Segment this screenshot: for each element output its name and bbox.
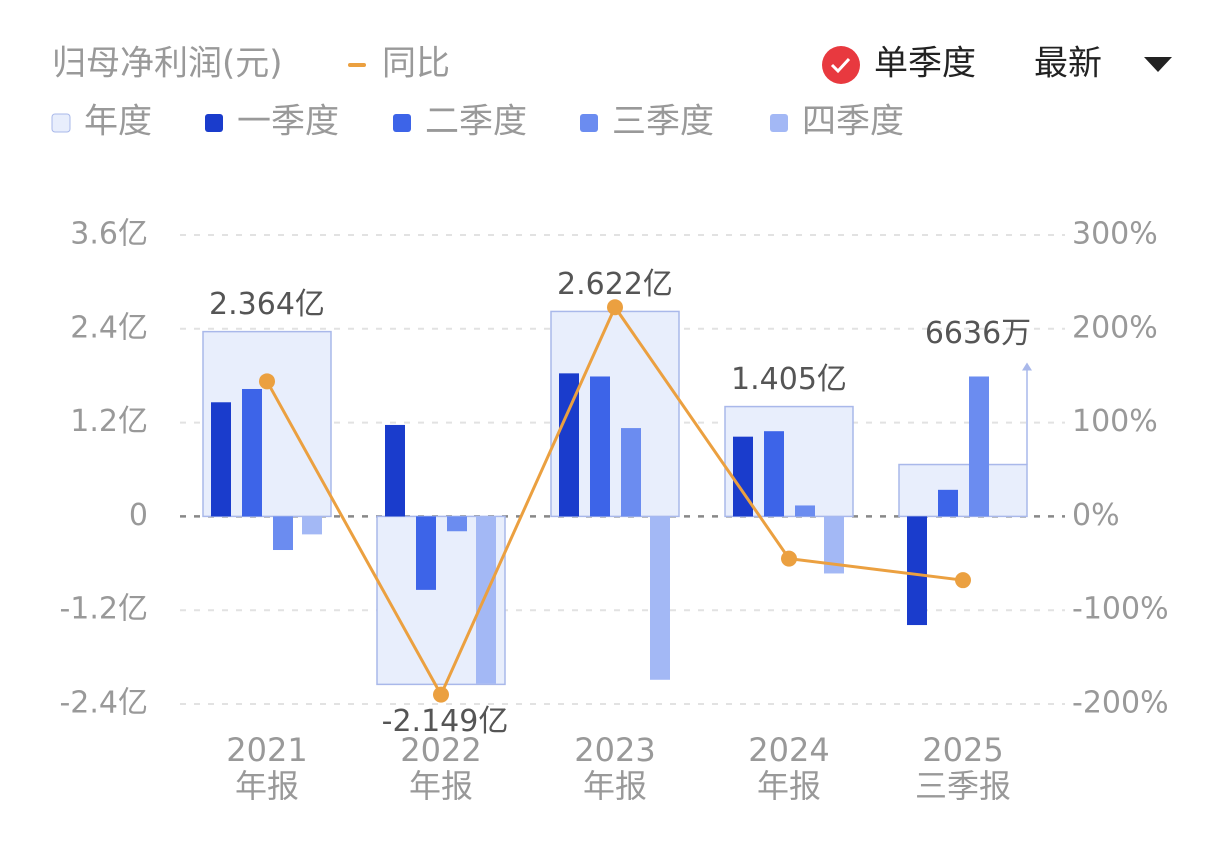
annual-box xyxy=(898,463,1028,518)
quarter-bar xyxy=(302,516,322,535)
x-tick-label: 年报 xyxy=(583,767,647,805)
label-arrow-head xyxy=(1022,362,1032,371)
y2-tick-label: -100% xyxy=(1072,592,1169,627)
value-label: 2.364亿 xyxy=(209,287,325,322)
quarter-bar xyxy=(938,489,958,517)
quarter-bar xyxy=(416,516,436,590)
quarter-bar xyxy=(476,516,496,684)
quarter-bar xyxy=(969,376,989,517)
legend-label: 年度 xyxy=(84,102,152,142)
y-tick-label: 3.6亿 xyxy=(70,217,148,252)
x-tick-label: 2025 xyxy=(922,731,1003,769)
x-tick-label: 年报 xyxy=(409,767,473,805)
check-mark xyxy=(830,57,851,74)
chart-title: 归母净利润(元) xyxy=(52,44,283,84)
dropdown-arrow xyxy=(1144,57,1172,72)
quarter-bar xyxy=(590,376,610,517)
y2-tick-label: -200% xyxy=(1072,686,1169,721)
quarter-bar xyxy=(211,402,231,517)
quarter-bar xyxy=(621,428,641,517)
legend-marker xyxy=(580,114,598,132)
y2-tick-label: 0% xyxy=(1072,498,1120,533)
yoy-point xyxy=(433,686,449,703)
y-tick-label: -1.2亿 xyxy=(59,592,148,627)
toggle-label: 单季度 xyxy=(874,44,976,84)
x-tick-label: 年报 xyxy=(235,767,299,805)
y-tick-label: 0 xyxy=(129,498,148,533)
yoy-point xyxy=(607,299,623,316)
x-tick-label: 年报 xyxy=(757,767,821,805)
y-tick-label: 2.4亿 xyxy=(70,310,148,345)
check-icon xyxy=(822,46,860,84)
quarter-bar xyxy=(559,373,579,517)
value-label: 2.622亿 xyxy=(557,267,673,302)
quarter-bar xyxy=(907,516,927,626)
yoy-point xyxy=(781,550,797,567)
quarter-bar xyxy=(385,424,405,517)
y2-tick-label: 200% xyxy=(1072,310,1158,345)
quarter-bar xyxy=(795,505,815,517)
y2-tick-label: 100% xyxy=(1072,404,1158,439)
legend-marker xyxy=(51,113,71,133)
legend-marker xyxy=(393,114,411,132)
quarter-bar xyxy=(447,516,467,532)
legend-label: 二季度 xyxy=(425,102,527,142)
legend-label: 四季度 xyxy=(802,102,904,142)
x-tick-label: 三季报 xyxy=(915,767,1011,805)
yoy-point xyxy=(259,373,275,390)
period-select[interactable]: 最新 xyxy=(1034,44,1172,84)
quarter-bar xyxy=(242,388,262,517)
legend-label: 同比 xyxy=(382,44,450,84)
quarter-bar xyxy=(824,516,844,574)
y-tick-label: -2.4亿 xyxy=(59,686,148,721)
quarter-bar xyxy=(733,436,753,517)
quarter-bar xyxy=(273,516,293,551)
y2-tick-label: 300% xyxy=(1072,217,1158,252)
value-label: -2.149亿 xyxy=(382,704,509,739)
legend-label: 一季度 xyxy=(237,102,339,142)
y-tick-label: 1.2亿 xyxy=(70,404,148,439)
value-label: 6636万 xyxy=(925,316,1031,351)
x-tick-label: 2022 xyxy=(400,731,481,769)
legend-marker xyxy=(770,114,788,132)
quarter-bar xyxy=(764,431,784,517)
period-label: 最新 xyxy=(1034,44,1102,84)
value-label: 1.405亿 xyxy=(731,362,847,397)
toggle[interactable]: 单季度 xyxy=(822,44,976,85)
x-tick-label: 2021 xyxy=(226,731,307,769)
yoy-point xyxy=(955,572,971,589)
x-tick-label: 2024 xyxy=(748,731,829,769)
legend-marker xyxy=(205,114,223,132)
quarter-bar xyxy=(650,516,670,680)
x-tick-label: 2023 xyxy=(574,731,655,769)
legend-label: 三季度 xyxy=(612,102,714,142)
